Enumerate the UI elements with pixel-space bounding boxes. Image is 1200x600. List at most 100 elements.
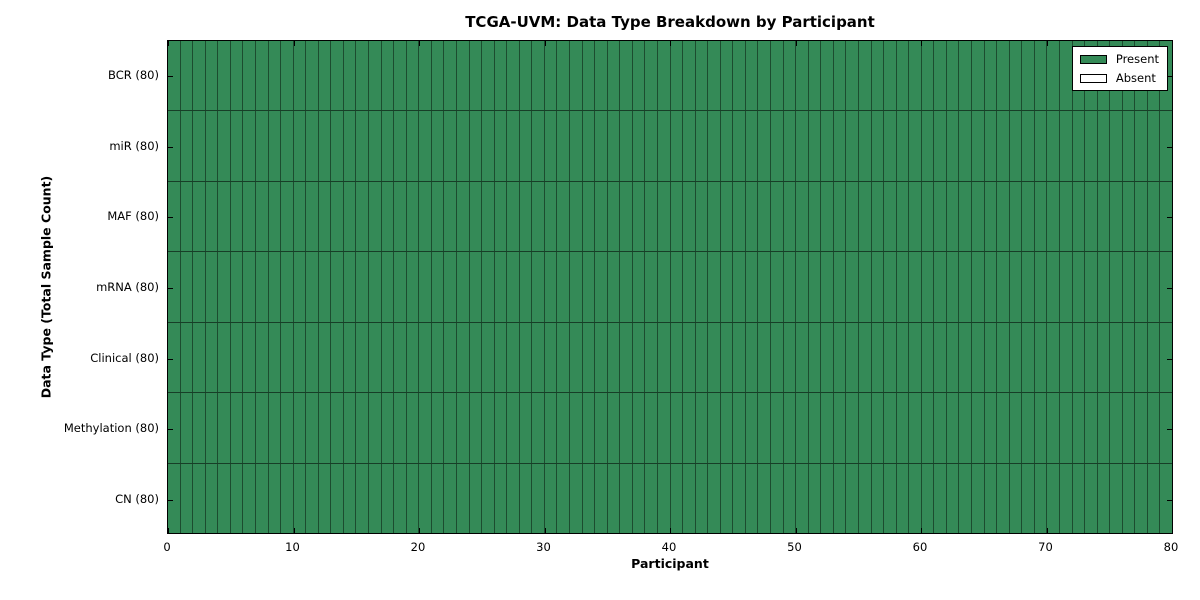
heatmap-cell bbox=[557, 181, 570, 252]
heatmap-cell bbox=[796, 41, 809, 111]
heatmap-cell bbox=[796, 181, 809, 252]
heatmap-cell bbox=[959, 41, 972, 111]
heatmap-cell bbox=[394, 41, 407, 111]
heatmap-cell bbox=[1122, 181, 1136, 252]
heatmap-cell bbox=[884, 181, 897, 252]
heatmap-cell bbox=[808, 181, 822, 252]
heatmap-cell bbox=[1047, 41, 1060, 111]
heatmap-cell bbox=[570, 322, 583, 393]
heatmap-cell bbox=[645, 322, 658, 393]
heatmap-cell bbox=[431, 41, 445, 111]
heatmap-cell bbox=[884, 111, 897, 181]
heatmap-cell bbox=[431, 181, 445, 252]
heatmap-cell bbox=[343, 111, 357, 181]
heatmap-cell bbox=[607, 393, 621, 463]
heatmap-cell bbox=[193, 181, 206, 252]
heatmap-cell bbox=[620, 393, 633, 463]
heatmap-cell bbox=[281, 41, 294, 111]
y-tick-mark bbox=[168, 217, 173, 219]
heatmap-cell bbox=[896, 322, 910, 393]
heatmap-cell bbox=[733, 252, 746, 322]
heatmap-cell bbox=[331, 463, 344, 533]
y-tick-mark bbox=[1167, 76, 1172, 78]
heatmap-cell bbox=[456, 252, 470, 322]
heatmap-cell bbox=[205, 111, 219, 181]
heatmap-cell bbox=[783, 463, 797, 533]
heatmap-cell bbox=[959, 322, 972, 393]
heatmap-cell bbox=[369, 252, 382, 322]
x-tick-mark bbox=[1172, 41, 1173, 46]
heatmap-cell bbox=[645, 41, 658, 111]
x-tick-mark bbox=[544, 41, 546, 46]
heatmap-cell bbox=[456, 111, 470, 181]
heatmap-cell bbox=[1097, 252, 1111, 322]
heatmap-cell bbox=[381, 41, 395, 111]
heatmap-cell bbox=[997, 111, 1010, 181]
heatmap-cell bbox=[946, 111, 960, 181]
heatmap-cell bbox=[331, 181, 344, 252]
heatmap-cell bbox=[406, 322, 420, 393]
heatmap-cell bbox=[281, 322, 294, 393]
heatmap-cell bbox=[833, 463, 847, 533]
x-tick-mark bbox=[1172, 528, 1173, 533]
heatmap-cell bbox=[858, 252, 872, 322]
heatmap-cell bbox=[180, 181, 194, 252]
heatmap-cell bbox=[657, 252, 671, 322]
heatmap-cell bbox=[582, 41, 596, 111]
heatmap-cell bbox=[168, 181, 181, 252]
heatmap-cell bbox=[431, 393, 445, 463]
heatmap-cell bbox=[595, 322, 608, 393]
heatmap-cell bbox=[946, 322, 960, 393]
heatmap-cell bbox=[695, 393, 709, 463]
heatmap-cell bbox=[1022, 463, 1035, 533]
heatmap-cell bbox=[833, 252, 847, 322]
heatmap-cell bbox=[771, 322, 784, 393]
heatmap-cell bbox=[255, 322, 269, 393]
heatmap-cell bbox=[482, 252, 495, 322]
heatmap-cell bbox=[896, 463, 910, 533]
heatmap-cell bbox=[519, 463, 533, 533]
heatmap-cell bbox=[783, 111, 797, 181]
heatmap-cell bbox=[796, 393, 809, 463]
heatmap-cell bbox=[1022, 322, 1035, 393]
heatmap-cell bbox=[582, 111, 596, 181]
heatmap-cell bbox=[695, 252, 709, 322]
heatmap-cell bbox=[645, 252, 658, 322]
heatmap-cell bbox=[255, 41, 269, 111]
heatmap-cell bbox=[783, 181, 797, 252]
heatmap-cell bbox=[570, 111, 583, 181]
heatmap-cell bbox=[683, 393, 696, 463]
heatmap-cell bbox=[972, 252, 985, 322]
heatmap-cell bbox=[456, 393, 470, 463]
heatmap-cell bbox=[657, 393, 671, 463]
heatmap-cell bbox=[896, 252, 910, 322]
heatmap-cell bbox=[1047, 252, 1060, 322]
heatmap-cell bbox=[771, 41, 784, 111]
heatmap-cell bbox=[205, 463, 219, 533]
heatmap-cell bbox=[1009, 252, 1023, 322]
heatmap-cell bbox=[645, 393, 658, 463]
heatmap-cell bbox=[532, 111, 545, 181]
heatmap-cell bbox=[205, 393, 219, 463]
heatmap-cell bbox=[494, 41, 508, 111]
heatmap-cell bbox=[356, 252, 369, 322]
heatmap-cell bbox=[1097, 393, 1111, 463]
heatmap-cell bbox=[268, 41, 282, 111]
heatmap-cell bbox=[733, 393, 746, 463]
heatmap-cell bbox=[343, 41, 357, 111]
heatmap-cell bbox=[620, 111, 633, 181]
heatmap-cell bbox=[921, 393, 935, 463]
heatmap-cell bbox=[946, 252, 960, 322]
heatmap-cell bbox=[1022, 393, 1035, 463]
heatmap-cell bbox=[720, 393, 734, 463]
heatmap-cell bbox=[356, 393, 369, 463]
heatmap-cell bbox=[972, 111, 985, 181]
heatmap-row bbox=[168, 41, 1172, 112]
heatmap-cell bbox=[1147, 393, 1161, 463]
heatmap-cell bbox=[331, 393, 344, 463]
heatmap-cell bbox=[180, 463, 194, 533]
heatmap-cell bbox=[544, 322, 558, 393]
heatmap-cell bbox=[255, 252, 269, 322]
heatmap-cell bbox=[293, 41, 307, 111]
heatmap-cell bbox=[833, 111, 847, 181]
